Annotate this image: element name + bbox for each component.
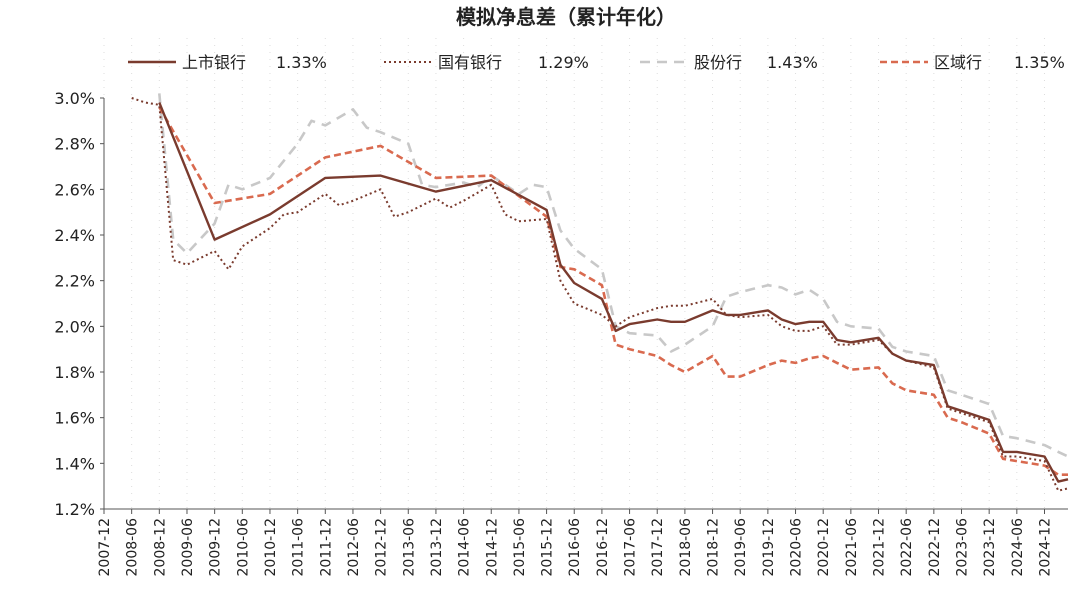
x-tick-label: 2014-12 [484,518,500,577]
x-tick-label: 2016-06 [567,518,583,577]
x-tick-label: 2024-06 [1010,518,1026,577]
x-tick-label: 2021-12 [872,518,888,577]
y-tick-label: 1.8% [54,363,95,382]
x-tick-label: 2014-06 [457,518,473,577]
x-tick-label: 2023-06 [955,518,971,577]
y-tick-label: 2.6% [54,180,95,199]
y-tick-label: 2.2% [54,272,95,291]
x-tick-label: 2021-06 [844,518,860,577]
y-tick-label: 2.4% [54,226,95,245]
x-tick-label: 2017-12 [650,518,666,577]
x-tick-label: 2022-06 [899,518,915,577]
chart-title: 模拟净息差（累计年化） [456,5,676,29]
legend: 上市银行 1.33% 国有银行 1.29% 股份行 1.43% 区域行 1.35% [128,53,1065,72]
y-tick-label: 1.6% [54,409,95,428]
y-tick-label: 3.0% [54,89,95,108]
x-tick-label: 2023-12 [982,518,998,577]
x-tick-label: 2013-06 [401,518,417,577]
x-tick-label: 2018-06 [678,518,694,577]
axes-layer: 1.2% 1.4% 1.6% 1.8% 2.0% 2.2% 2.4% 2.6% 2.8% 3.0%… [54,89,1068,577]
x-tick-label: 2010-06 [235,518,251,577]
y-tick-label: 1.2% [54,500,95,519]
x-tick-label: 2007-12 [97,518,113,577]
x-tick-label: 2008-12 [152,518,168,577]
x-tick-label: 2020-12 [816,518,832,577]
x-tick-label: 2022-12 [927,518,943,577]
y-tick-label: 2.0% [54,317,95,336]
legend-value: 1.33% [276,53,327,72]
legend-label: 区域行 [934,53,982,72]
x-tick-label: 2024-12 [1037,518,1053,577]
legend-value: 1.29% [538,53,589,72]
x-tick-label: 2011-06 [291,518,307,577]
x-tick-label: 2010-12 [263,518,279,577]
series-line-3 [158,93,1069,458]
legend-value: 1.43% [767,53,818,72]
legend-value: 1.35% [1014,53,1065,72]
series-line-2 [131,97,1069,492]
x-tick-label: 2013-12 [429,518,445,577]
legend-label: 股份行 [694,53,742,72]
legend-label: 国有银行 [438,53,502,72]
y-tick-label: 2.8% [54,135,95,154]
x-tick-label: 2018-12 [706,518,722,577]
x-tick-label: 2016-12 [595,518,611,577]
x-tick-label: 2009-06 [180,518,196,577]
series-line-4 [158,106,1068,476]
y-tick-label: 1.4% [54,454,95,473]
x-tick-label: 2015-12 [540,518,556,577]
x-tick-label: 2012-06 [346,518,362,577]
x-tick-label: 2011-12 [318,518,334,577]
x-tick-label: 2009-12 [208,518,224,577]
x-tick-label: 2019-06 [733,518,749,577]
legend-label: 上市银行 [182,53,246,72]
x-tick-label: 2019-12 [761,518,777,577]
series-layer [131,93,1069,492]
grid-layer [103,38,1045,509]
series-line-1 [158,102,1069,483]
x-tick-label: 2015-06 [512,518,528,577]
x-tick-label: 2008-06 [125,518,141,577]
x-tick-label: 2020-06 [789,518,805,577]
x-tick-label: 2012-12 [374,518,390,577]
x-tick-label: 2017-06 [623,518,639,577]
